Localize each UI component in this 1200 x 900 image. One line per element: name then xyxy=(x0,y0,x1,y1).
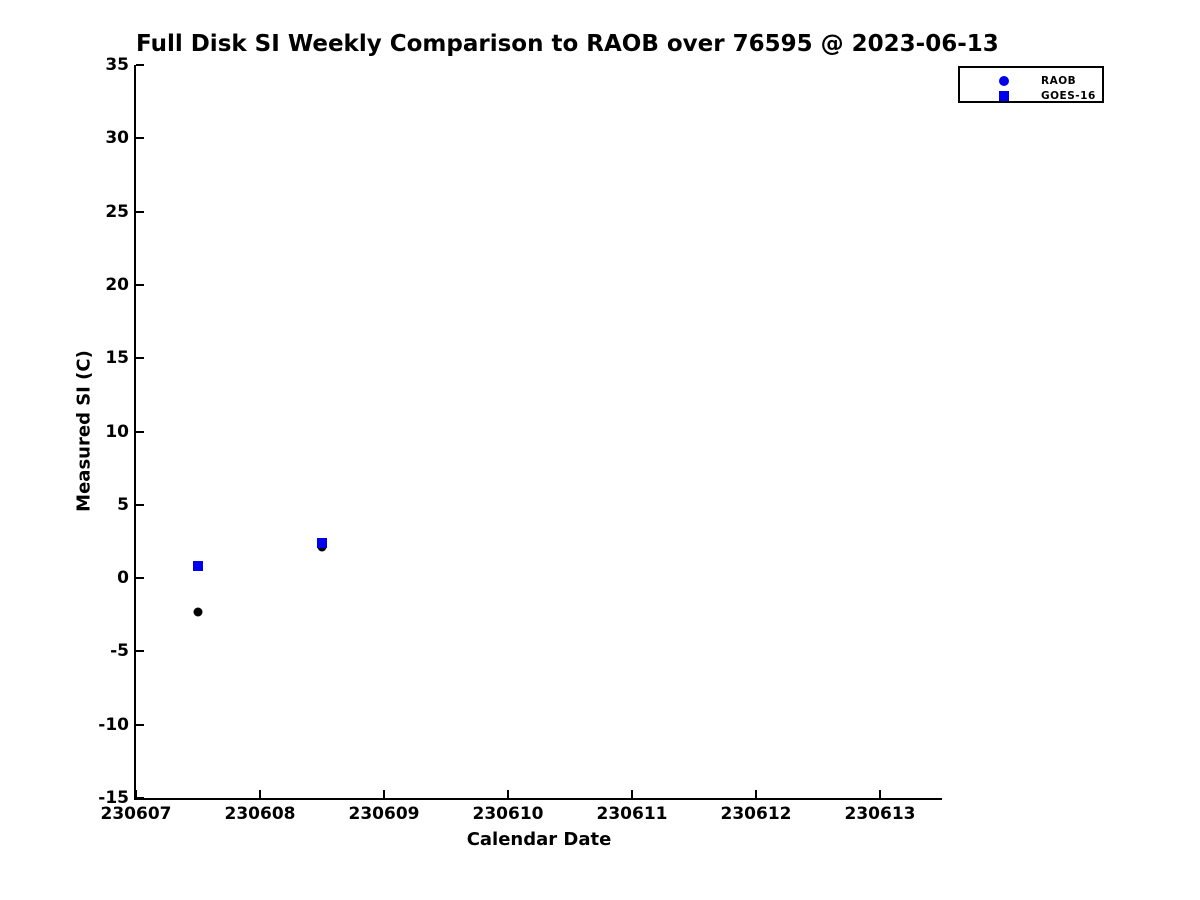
y-tick-label: 10 xyxy=(105,421,129,442)
x-tick-mark xyxy=(879,790,881,798)
y-tick-label: -10 xyxy=(98,714,129,735)
x-tick-mark xyxy=(259,790,261,798)
y-tick-label: 20 xyxy=(105,274,129,295)
y-tick-label: 15 xyxy=(105,348,129,369)
y-tick-label: 0 xyxy=(117,568,129,589)
x-tick-mark xyxy=(631,790,633,798)
y-tick-label: 35 xyxy=(105,55,129,75)
y-tick-mark xyxy=(136,137,144,140)
x-axis-line xyxy=(134,798,942,800)
x-tick-mark xyxy=(755,790,757,798)
y-axis-line xyxy=(134,65,136,800)
y-tick-label: 25 xyxy=(105,201,129,222)
y-tick-label: -15 xyxy=(98,788,129,808)
x-tick-mark xyxy=(507,790,509,798)
x-tick-label: 230610 xyxy=(472,804,544,824)
y-tick-mark xyxy=(136,283,144,286)
y-tick-mark xyxy=(136,357,144,360)
x-tick-label: 230607 xyxy=(100,804,172,824)
legend: RAOB GOES-16 xyxy=(958,66,1104,103)
chart-title: Full Disk SI Weekly Comparison to RAOB o… xyxy=(136,31,999,57)
y-tick-mark xyxy=(136,723,144,726)
x-tick-label: 230608 xyxy=(224,804,296,824)
y-tick-mark xyxy=(136,797,144,799)
legend-label-goes-16: GOES-16 xyxy=(1041,89,1096,102)
x-tick-mark xyxy=(135,790,137,798)
legend-raob-circle-icon xyxy=(999,75,1009,86)
legend-goes-16-square-icon xyxy=(999,90,1009,101)
y-tick-label: 30 xyxy=(105,128,129,149)
y-axis-label: Measured SI (C) xyxy=(73,350,95,512)
x-tick-label: 230613 xyxy=(844,804,916,824)
x-tick-label: 230609 xyxy=(348,804,420,824)
data-point-goes-16 xyxy=(193,561,203,572)
y-tick-mark xyxy=(136,430,144,433)
y-tick-mark xyxy=(136,503,144,506)
y-tick-label: -5 xyxy=(110,641,129,662)
y-tick-mark xyxy=(136,64,144,66)
data-point-goes-16 xyxy=(317,537,327,548)
legend-item-raob: RAOB xyxy=(960,73,1102,88)
data-point-raob xyxy=(193,607,203,617)
y-tick-mark xyxy=(136,210,144,213)
x-tick-label: 230612 xyxy=(720,804,792,824)
x-axis-label: Calendar Date xyxy=(466,829,612,850)
y-tick-mark xyxy=(136,650,144,653)
y-tick-label: 5 xyxy=(117,494,129,515)
legend-item-goes-16: GOES-16 xyxy=(960,88,1102,103)
x-tick-mark xyxy=(383,790,385,798)
legend-label-raob: RAOB xyxy=(1041,74,1077,87)
plot-area xyxy=(136,65,942,798)
x-tick-label: 230611 xyxy=(596,804,668,824)
y-tick-mark xyxy=(136,577,144,580)
